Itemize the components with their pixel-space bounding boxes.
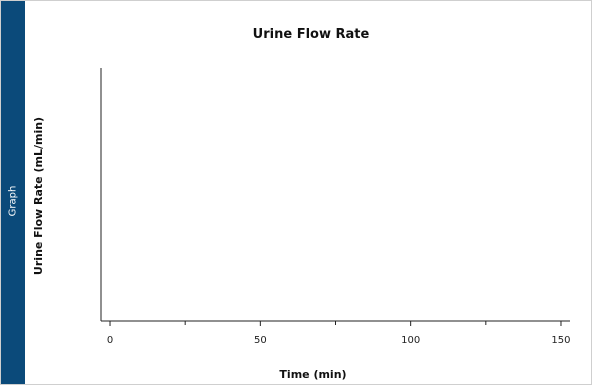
chart-title: Urine Flow Rate [253, 27, 370, 42]
x-tick-label: 150 [551, 335, 570, 346]
y-axis-label: Urine Flow Rate (mL/min) [32, 117, 45, 275]
x-tick-label: 50 [254, 335, 267, 346]
graph-side-tab[interactable]: Graph [1, 1, 25, 384]
x-tick-label: 100 [401, 335, 420, 346]
x-axis-label: Time (min) [279, 368, 346, 381]
x-tick-label: 0 [107, 335, 113, 346]
x-ticks: 0 50 100 150 [107, 321, 571, 346]
